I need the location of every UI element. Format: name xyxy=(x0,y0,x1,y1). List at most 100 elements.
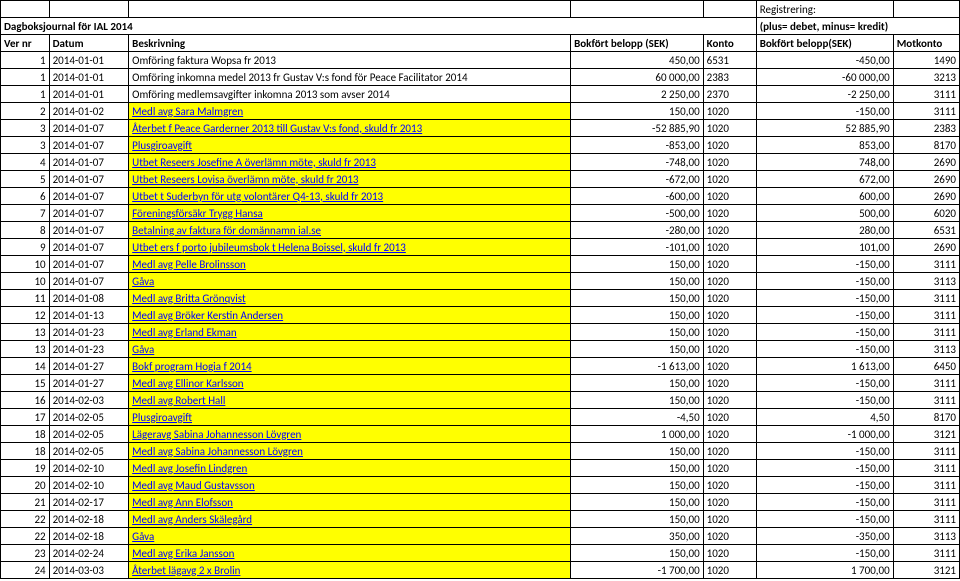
cell-belopp1: 2 250,00 xyxy=(571,86,704,103)
cell-beskr[interactable]: Utbet Reseers Josefine A överlämn möte, … xyxy=(129,154,571,171)
cell-beskr[interactable]: Medl avg Anders Skälegård xyxy=(129,511,571,528)
cell-beskr[interactable]: Plusgiroavgift xyxy=(129,137,571,154)
cell-datum: 2014-01-07 xyxy=(49,273,129,290)
table-row: 192014-02-10Medl avg Josefin Lindgren150… xyxy=(1,460,960,477)
table-row: 222014-02-18Medl avg Anders Skälegård150… xyxy=(1,511,960,528)
cell-mot: 3111 xyxy=(893,545,959,562)
col-mot: Motkonto xyxy=(893,35,959,52)
cell-beskr[interactable]: Medl avg Sabina Johannesson Lövgren xyxy=(129,443,571,460)
cell-belopp2: 280,00 xyxy=(756,222,893,239)
cell-mot: 3213 xyxy=(893,69,959,86)
cell-datum: 2014-01-07 xyxy=(49,222,129,239)
cell-konto: 1020 xyxy=(703,426,756,443)
cell-belopp2: -150,00 xyxy=(756,477,893,494)
cell-beskr[interactable]: Medl avg Robert Hall xyxy=(129,392,571,409)
cell-beskr[interactable]: Bokf program Hogia f 2014 xyxy=(129,358,571,375)
cell-konto: 2383 xyxy=(703,69,756,86)
cell-beskr[interactable]: Återbet f Peace Garderner 2013 till Gust… xyxy=(129,120,571,137)
cell-belopp2: -150,00 xyxy=(756,460,893,477)
cell-mot: 2690 xyxy=(893,188,959,205)
cell-beskr[interactable]: Föreningsförsäkr Trygg Hansa xyxy=(129,205,571,222)
cell-beskr[interactable]: Medl avg Erika Jansson xyxy=(129,545,571,562)
cell-datum: 2014-01-07 xyxy=(49,239,129,256)
table-row: 22014-01-02Medl avg Sara Malmgren150,001… xyxy=(1,103,960,120)
cell-ver: 13 xyxy=(1,324,50,341)
cell-beskr[interactable]: Lägeravg Sabina Johannesson Lövgren xyxy=(129,426,571,443)
table-row: 42014-01-07Utbet Reseers Josefine A över… xyxy=(1,154,960,171)
cell-belopp2: -2 250,00 xyxy=(756,86,893,103)
cell-beskr[interactable]: Gåva xyxy=(129,341,571,358)
cell-beskr: Omföring faktura Wopsa fr 2013 xyxy=(129,52,571,69)
cell-ver: 13 xyxy=(1,341,50,358)
cell-mot: 2690 xyxy=(893,239,959,256)
cell-beskr: Omföring medlemsavgifter inkomna 2013 so… xyxy=(129,86,571,103)
cell-belopp1: 150,00 xyxy=(571,324,704,341)
cell-beskr[interactable]: Utbet ers f porto jubileumsbok t Helena … xyxy=(129,239,571,256)
cell-mot: 3113 xyxy=(893,273,959,290)
cell-beskr[interactable]: Medl avg Josefin Lindgren xyxy=(129,460,571,477)
cell-datum: 2014-02-10 xyxy=(49,477,129,494)
table-row: 242014-03-03Återbet lägavg 2 x Brolin-1 … xyxy=(1,562,960,579)
cell-mot: 3111 xyxy=(893,392,959,409)
cell-beskr[interactable]: Medl avg Britta Grönqvist xyxy=(129,290,571,307)
table-row: 132014-01-23Medl avg Erland Ekman150,001… xyxy=(1,324,960,341)
cell-belopp2: -350,00 xyxy=(756,528,893,545)
cell-konto: 2370 xyxy=(703,86,756,103)
cell-datum: 2014-01-08 xyxy=(49,290,129,307)
table-row: 132014-01-23Gåva150,001020-150,003113 xyxy=(1,341,960,358)
cell-konto: 1020 xyxy=(703,545,756,562)
cell-ver: 3 xyxy=(1,120,50,137)
cell-datum: 2014-01-02 xyxy=(49,103,129,120)
cell-mot: 3121 xyxy=(893,562,959,579)
cell-beskr[interactable]: Betalning av faktura för domännamn ial.s… xyxy=(129,222,571,239)
cell-beskr[interactable]: Medl avg Ellinor Karlsson xyxy=(129,375,571,392)
cell-belopp1: -4,50 xyxy=(571,409,704,426)
cell-belopp1: -1 613,00 xyxy=(571,358,704,375)
table-row: 152014-01-27Medl avg Ellinor Karlsson150… xyxy=(1,375,960,392)
col-beskr: Beskrivning xyxy=(129,35,571,52)
cell-belopp2: -150,00 xyxy=(756,290,893,307)
cell-konto: 1020 xyxy=(703,137,756,154)
cell-ver: 8 xyxy=(1,222,50,239)
cell-beskr[interactable]: Återbet lägavg 2 x Brolin xyxy=(129,562,571,579)
cell-ver: 4 xyxy=(1,154,50,171)
legend-text: (plus= debet, minus= kredit) xyxy=(756,18,959,35)
cell-konto: 1020 xyxy=(703,443,756,460)
cell-ver: 23 xyxy=(1,545,50,562)
cell-konto: 1020 xyxy=(703,477,756,494)
cell-konto: 1020 xyxy=(703,562,756,579)
cell-mot: 6450 xyxy=(893,358,959,375)
cell-datum: 2014-02-03 xyxy=(49,392,129,409)
cell-belopp2: -150,00 xyxy=(756,307,893,324)
journal-table: Registrering: Dagboksjournal för IAL 201… xyxy=(0,0,960,579)
table-row: 52014-01-07Utbet Reseers Lovisa överlämn… xyxy=(1,171,960,188)
cell-beskr[interactable]: Gåva xyxy=(129,528,571,545)
cell-belopp2: 1 700,00 xyxy=(756,562,893,579)
cell-belopp1: 150,00 xyxy=(571,290,704,307)
cell-beskr[interactable]: Gåva xyxy=(129,273,571,290)
cell-datum: 2014-02-05 xyxy=(49,443,129,460)
cell-beskr[interactable]: Medl avg Ann Elofsson xyxy=(129,494,571,511)
col-datum: Datum xyxy=(49,35,129,52)
cell-datum: 2014-02-10 xyxy=(49,460,129,477)
cell-ver: 2 xyxy=(1,103,50,120)
cell-konto: 1020 xyxy=(703,375,756,392)
cell-beskr[interactable]: Medl avg Bröker Kerstin Andersen xyxy=(129,307,571,324)
cell-beskr[interactable]: Medl avg Maud Gustavsson xyxy=(129,477,571,494)
cell-belopp1: -500,00 xyxy=(571,205,704,222)
cell-belopp1: -280,00 xyxy=(571,222,704,239)
table-row: 202014-02-10Medl avg Maud Gustavsson150,… xyxy=(1,477,960,494)
cell-beskr[interactable]: Utbet Reseers Lovisa överlämn möte, skul… xyxy=(129,171,571,188)
cell-beskr[interactable]: Medl avg Pelle Brolinsson xyxy=(129,256,571,273)
cell-konto: 1020 xyxy=(703,358,756,375)
cell-datum: 2014-02-18 xyxy=(49,511,129,528)
cell-belopp1: 150,00 xyxy=(571,375,704,392)
cell-beskr[interactable]: Medl avg Erland Ekman xyxy=(129,324,571,341)
cell-beskr[interactable]: Plusgiroavgift xyxy=(129,409,571,426)
cell-belopp1: 350,00 xyxy=(571,528,704,545)
col-konto: Konto xyxy=(703,35,756,52)
cell-konto: 1020 xyxy=(703,205,756,222)
cell-beskr[interactable]: Medl avg Sara Malmgren xyxy=(129,103,571,120)
cell-konto: 1020 xyxy=(703,239,756,256)
cell-beskr[interactable]: Utbet t Suderbyn för utg volontärer Q4-1… xyxy=(129,188,571,205)
